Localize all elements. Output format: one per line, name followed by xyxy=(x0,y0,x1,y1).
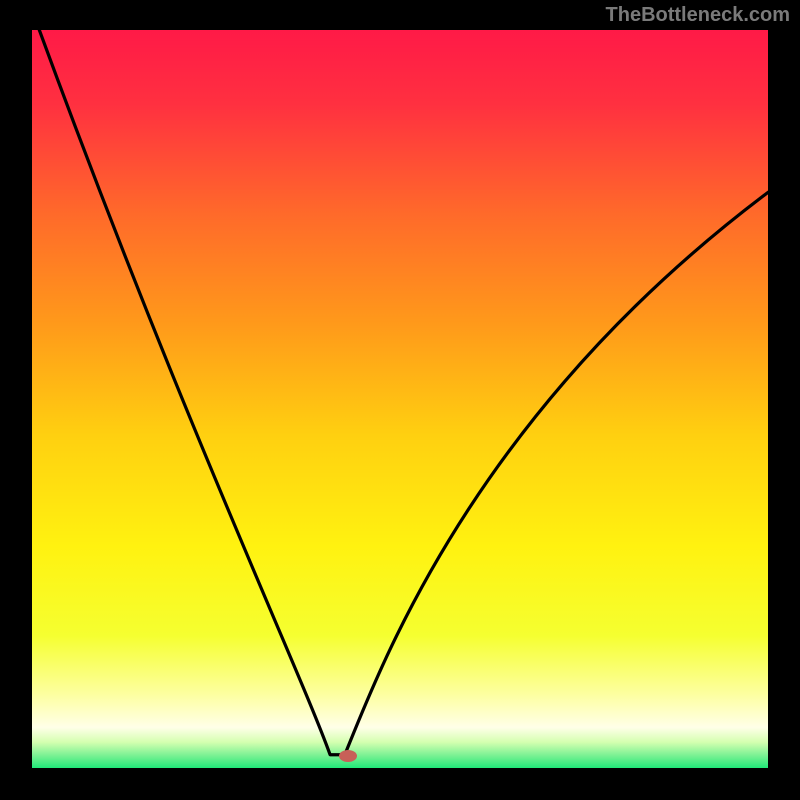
watermark-text: TheBottleneck.com xyxy=(606,4,790,27)
bottleneck-curve xyxy=(32,30,768,768)
chart-plot-area xyxy=(32,30,768,768)
optimal-point-marker xyxy=(339,750,357,762)
curve-path xyxy=(32,30,768,755)
